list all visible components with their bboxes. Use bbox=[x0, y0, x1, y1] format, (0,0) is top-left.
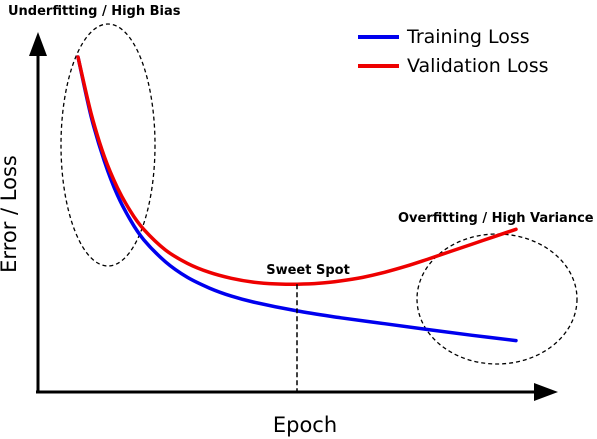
series-lines bbox=[76, 55, 518, 343]
y-axis-label: Error / Loss bbox=[0, 155, 21, 273]
annotation-regions bbox=[60, 23, 578, 365]
training-loss-line bbox=[76, 55, 518, 343]
x-axis-label: Epoch bbox=[273, 413, 337, 437]
legend-label-training: Training Loss bbox=[406, 26, 530, 48]
underfitting-region bbox=[60, 23, 156, 267]
x-axis-arrow bbox=[534, 383, 558, 401]
legend: Training Loss Validation Loss bbox=[358, 26, 549, 77]
axes bbox=[29, 32, 558, 401]
legend-label-validation: Validation Loss bbox=[407, 55, 549, 77]
overfitting-region bbox=[416, 233, 578, 365]
overfitting-label: Overfitting / High Variance bbox=[398, 211, 594, 226]
y-axis-arrow bbox=[29, 32, 47, 56]
sweet-spot-label: Sweet Spot bbox=[266, 263, 350, 278]
underfitting-label: Underfitting / High Bias bbox=[8, 4, 181, 19]
validation-loss-line bbox=[76, 55, 518, 287]
